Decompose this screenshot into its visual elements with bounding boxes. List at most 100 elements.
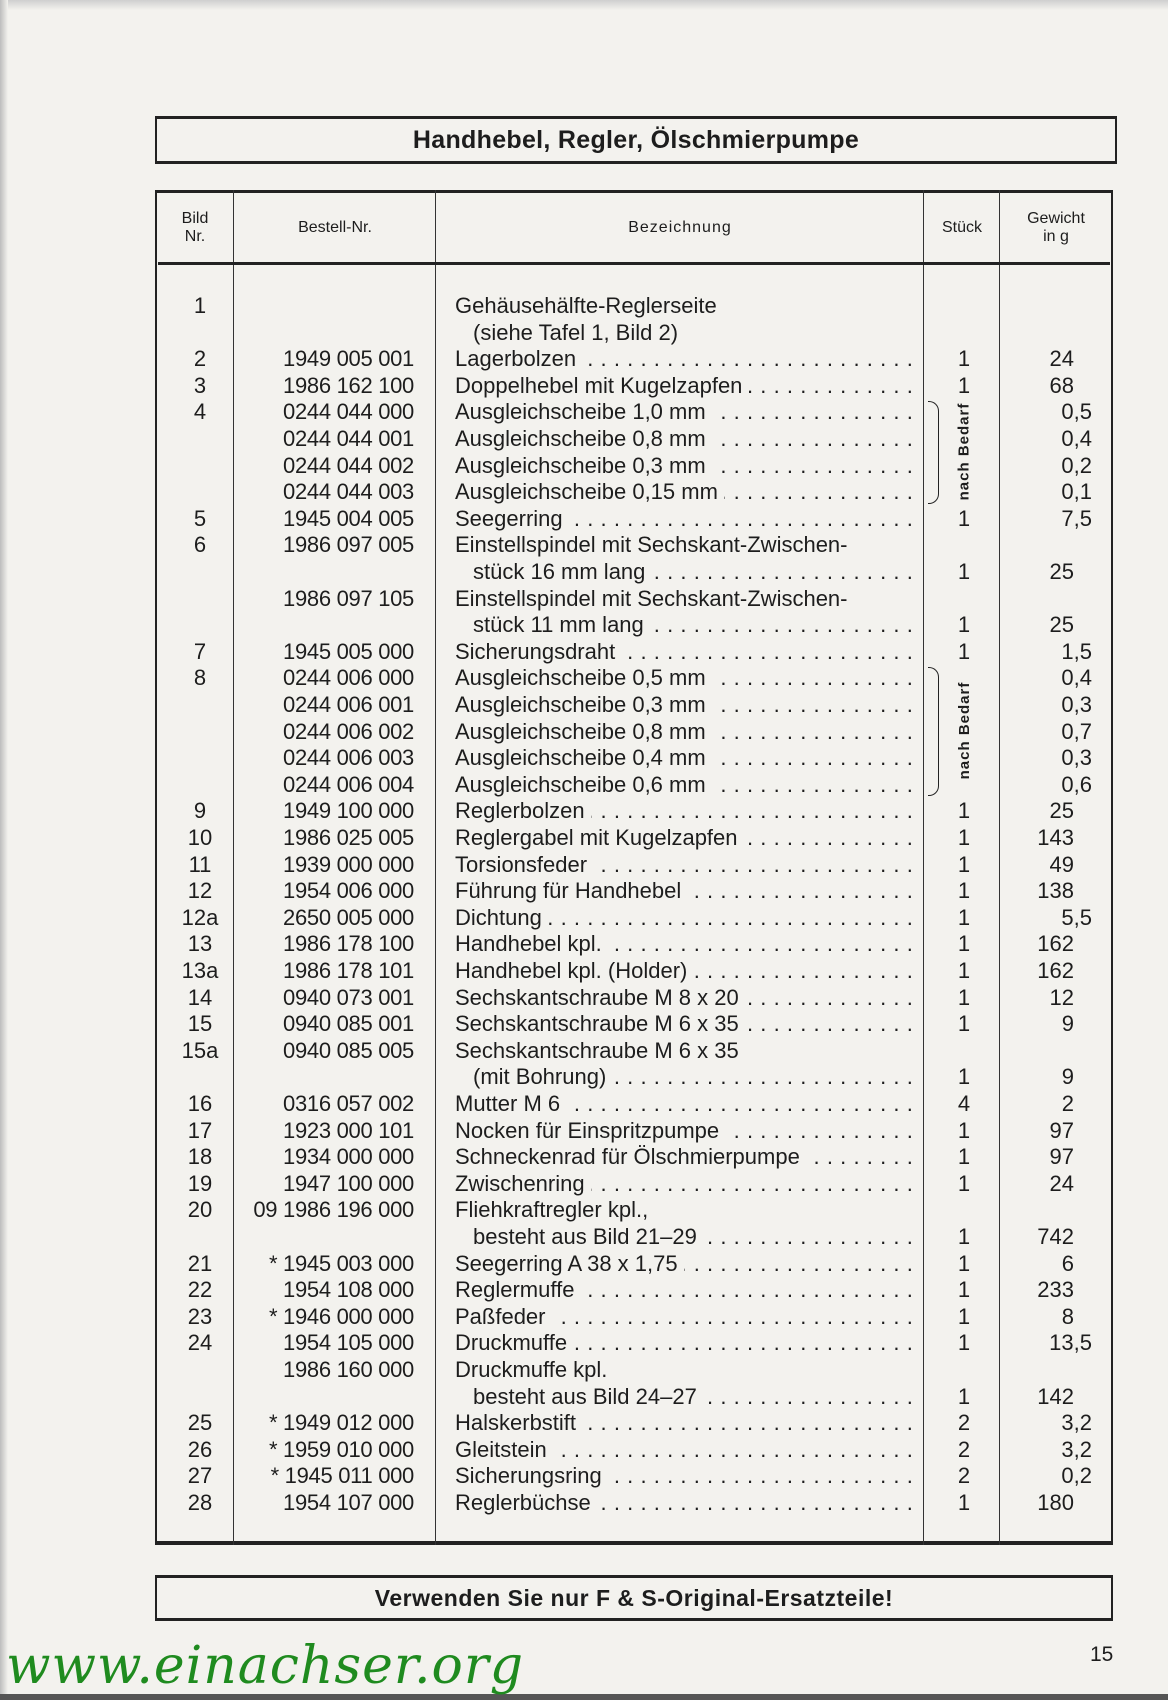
bild-nr	[160, 771, 240, 798]
bestell-nr: * 1959 010 000	[268, 1436, 414, 1462]
scan-edge-bottom	[0, 1694, 1168, 1700]
page-number: 15	[1090, 1643, 1114, 1666]
gewicht: 5,5	[1061, 904, 1092, 930]
dot-leader: ........................................…	[806, 1144, 920, 1170]
bild-nr: 1	[193, 293, 207, 318]
bezeichnung: Dichtung................................…	[455, 904, 920, 931]
bezeichnung-text: Nocken für Einspritzpumpe	[455, 1117, 720, 1143]
dot-leader: ........................................…	[608, 1463, 920, 1489]
bestell-nr: * 1945 003 000	[268, 1250, 414, 1276]
gewicht: 68	[1049, 372, 1074, 398]
dot-leader: ........................................…	[745, 984, 920, 1010]
bestell-nr: 1954 105 000	[283, 1330, 414, 1356]
dot-leader: ........................................…	[650, 612, 920, 638]
gewicht: 9	[1061, 1064, 1074, 1090]
bezeichnung: Druckmuffe kpl.	[455, 1356, 920, 1383]
bezeichnung-text: Führung für Handhebel	[455, 878, 682, 904]
stueck: 1	[957, 958, 971, 983]
dot-leader: ........................................…	[553, 1436, 920, 1462]
bezeichnung: Reglerbüchse............................…	[455, 1489, 920, 1516]
bezeichnung: Handhebel kpl. (Holder).................…	[455, 957, 920, 984]
bezeichnung-text: besteht aus Bild 21–29	[473, 1224, 697, 1249]
gewicht: 0,2	[1061, 452, 1092, 478]
stueck: 1	[957, 825, 971, 850]
bild-nr: 4	[193, 399, 207, 425]
gewicht: 0,5	[1061, 399, 1092, 425]
bezeichnung: Sechskantschraube M 8 x 20..............…	[455, 984, 920, 1011]
header-gewicht: Gewicht in g	[1027, 210, 1085, 245]
bestell-nr: 1954 108 000	[283, 1277, 414, 1303]
bezeichnung: Sicherungsring..........................…	[455, 1462, 920, 1489]
dot-leader: ........................................…	[712, 399, 920, 425]
column-divider	[923, 190, 924, 1545]
dot-leader: ........................................…	[621, 638, 920, 664]
bestell-nr: 0244 006 001	[283, 692, 414, 717]
gewicht: 25	[1049, 612, 1074, 638]
bezeichnung: Doppelhebel mit Kugelzapfen.............…	[455, 372, 920, 399]
stueck: 1	[957, 1490, 971, 1515]
dot-leader: ........................................…	[703, 1224, 920, 1249]
bezeichnung: Gehäusehälfte-Reglerseite	[455, 292, 920, 319]
stueck: 1	[957, 1330, 971, 1356]
bestell-nr: 1986 162 100	[283, 372, 414, 398]
bezeichnung: Gleitstein..............................…	[455, 1436, 920, 1463]
bestell-nr: 1949 100 000	[283, 798, 414, 824]
dot-leader: ........................................…	[597, 1490, 920, 1515]
bezeichnung-text: Mutter M 6	[455, 1091, 561, 1116]
gewicht: 0,4	[1061, 426, 1092, 451]
stueck: 2	[957, 1410, 971, 1436]
bestell-nr: * 1949 012 000	[268, 1410, 414, 1436]
dot-leader: ........................................…	[580, 1277, 920, 1303]
bild-nr	[160, 744, 240, 771]
gewicht: 180	[1037, 1490, 1074, 1515]
bild-nr: 22	[187, 1277, 213, 1303]
stueck: 1	[957, 638, 971, 664]
bestell-nr: 0244 006 003	[283, 745, 414, 771]
bestell-nr: 09 1986 196 000	[253, 1197, 414, 1223]
bild-nr: 3	[193, 372, 207, 398]
bestell-nr: 0244 044 002	[283, 452, 414, 478]
bezeichnung: Seegerring A 38 x 1,75..................…	[455, 1250, 920, 1277]
stueck: 1	[957, 559, 971, 584]
bezeichnung: Sechskantschraube M 6 x 35	[455, 1037, 920, 1064]
bild-nr: 21	[187, 1250, 213, 1276]
gewicht: 742	[1037, 1224, 1074, 1249]
bezeichnung-text: Halskerbstift	[455, 1410, 577, 1436]
header-bestell-nr: Bestell-Nr.	[298, 219, 372, 236]
bestell-nr: 1923 000 101	[283, 1117, 414, 1143]
bezeichnung: stück 11 mm lang........................…	[473, 611, 920, 638]
bezeichnung: stück 16 mm lang........................…	[473, 558, 920, 585]
bild-nr: 9	[193, 798, 207, 824]
bild-nr	[160, 452, 240, 479]
dot-leader: ........................................…	[748, 372, 920, 398]
nach-bedarf-label: nach Bedarf	[955, 402, 973, 500]
bezeichnung-text: Reglerbolzen	[455, 798, 585, 824]
bezeichnung: Nocken für Einspritzpumpe...............…	[455, 1117, 920, 1144]
bild-nr: 15	[187, 1011, 213, 1037]
bezeichnung: Handhebel kpl...........................…	[455, 930, 920, 957]
bezeichnung-text: Gleitstein	[455, 1436, 547, 1462]
bestell-nr: 1954 107 000	[283, 1490, 414, 1515]
bestell-nr: 0940 073 001	[283, 984, 414, 1010]
bestell-nr: 1945 005 000	[283, 638, 414, 664]
gewicht: 0,3	[1061, 692, 1092, 717]
gewicht: 97	[1049, 1144, 1074, 1170]
bezeichnung-text: Sechskantschraube M 6 x 35	[455, 1011, 739, 1037]
gewicht: 0,7	[1061, 718, 1092, 744]
bezeichnung-text: Reglermuffe	[455, 1277, 575, 1303]
bestell-nr: 0940 085 005	[283, 1037, 414, 1063]
header-bild: Bild Nr.	[181, 210, 209, 245]
bestell-nr: 0244 044 003	[283, 479, 414, 505]
stueck: 1	[957, 1011, 971, 1037]
footer-notice: Verwenden Sie nur F & S-Original-Ersatzt…	[155, 1575, 1113, 1621]
dot-leader: ........................................…	[712, 426, 920, 451]
header-bezeichnung: Bezeichnung	[628, 219, 732, 236]
bezeichnung: (siehe Tafel 1, Bild 2)	[473, 319, 920, 346]
bezeichnung: Ausgleichscheibe 0,15 mm................…	[455, 478, 920, 505]
dot-leader: ........................................…	[712, 692, 920, 717]
bestell-nr: 1986 097 005	[283, 532, 414, 558]
bild-nr: 10	[187, 825, 213, 850]
bezeichnung-text: Reglerbüchse	[455, 1490, 591, 1515]
stueck: 1	[957, 1224, 971, 1249]
bezeichnung-text: Einstellspindel mit Sechskant-Zwischen-	[455, 532, 848, 558]
